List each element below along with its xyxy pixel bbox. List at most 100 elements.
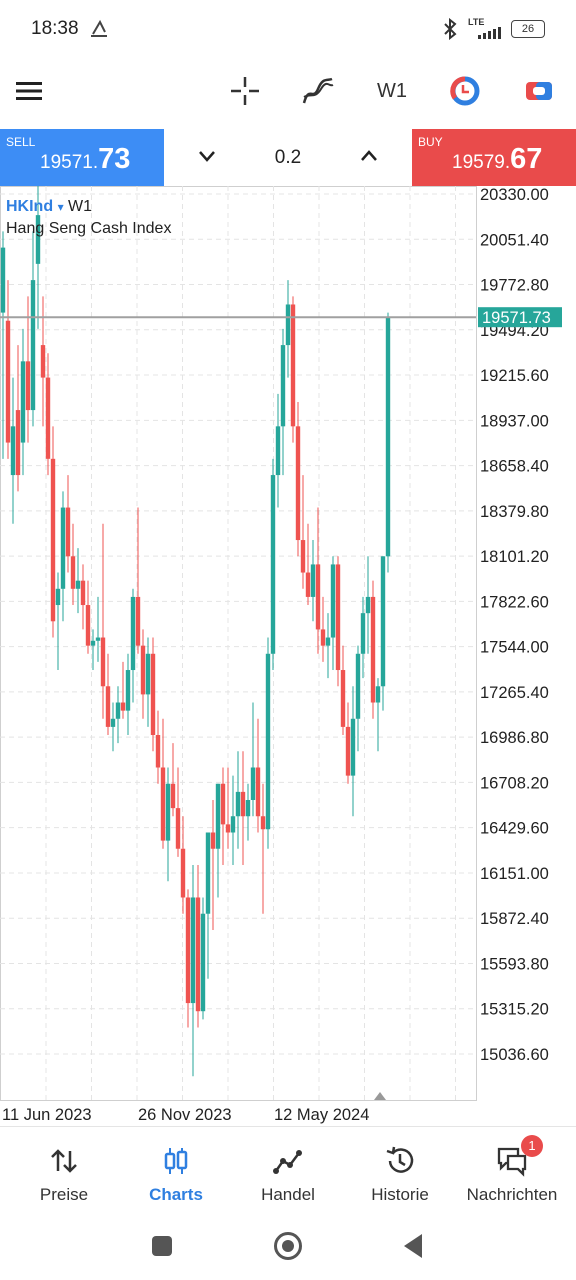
candle-body	[95, 637, 101, 641]
recents-button[interactable]	[152, 1236, 172, 1256]
back-button[interactable]	[400, 1232, 426, 1260]
candle-body	[220, 783, 226, 825]
nav-nachrichten[interactable]: 1 Nachrichten	[456, 1127, 568, 1217]
candle-body	[215, 783, 221, 849]
menu-button[interactable]	[10, 72, 48, 110]
candle-body	[250, 767, 256, 800]
candle-body	[235, 791, 241, 817]
crosshair-button[interactable]	[226, 72, 264, 110]
candle-body	[140, 645, 146, 695]
menu-icon	[16, 82, 42, 100]
nav-label-preise: Preise	[39, 1185, 89, 1204]
chart-symbol[interactable]: HKInd	[6, 198, 54, 215]
candle-body	[350, 718, 356, 776]
buy-price-small: 19579.	[452, 152, 511, 173]
chart-shift-marker	[374, 1092, 386, 1100]
bluetooth-icon	[444, 18, 457, 40]
x-tick-label: 26 Nov 2023	[138, 1106, 232, 1124]
candle-body	[30, 280, 36, 411]
trade-clock-icon	[450, 76, 480, 106]
nav-label-charts: Charts	[149, 1185, 203, 1204]
candle-body	[170, 783, 176, 809]
candle-body	[105, 686, 111, 727]
candle-body	[315, 564, 321, 630]
chat-icon	[497, 1147, 527, 1177]
candle-body	[355, 653, 361, 719]
y-tick-label: 20051.40	[480, 231, 549, 249]
candle-body	[290, 304, 296, 427]
y-tick-label: 17544.00	[480, 639, 549, 657]
candle-body	[300, 540, 306, 573]
chart-description: Hang Seng Cash Index	[6, 220, 172, 237]
candle-body	[345, 726, 351, 776]
y-tick-label: 17822.60	[480, 593, 549, 611]
account-button[interactable]	[520, 72, 558, 110]
crosshair-icon	[231, 77, 259, 105]
candlestick-chart[interactable]: 20330.0020051.4019772.8019494.2019215.60…	[0, 182, 576, 1126]
y-tick-label: 20330.00	[480, 186, 549, 204]
x-tick-label: 11 Jun 2023	[2, 1106, 92, 1124]
bottom-navigation: Preise Charts Handel Historie 1 Nachric	[0, 1126, 576, 1217]
candle-body	[160, 767, 166, 841]
price-chart[interactable]: 20330.00 20051.40 19772.80 19494.20 19215.60…	[0, 182, 576, 1126]
candle-body	[10, 426, 16, 476]
candle-body	[240, 791, 246, 817]
candle-body	[230, 816, 236, 833]
candle-body	[145, 653, 151, 695]
chart-header: HKInd ▾ W1	[6, 198, 92, 216]
candle-body	[70, 556, 76, 589]
buy-button[interactable]: BUY 19579.67	[412, 129, 576, 186]
candle-body	[195, 897, 201, 1012]
candle-body	[40, 345, 46, 378]
candle-body	[80, 580, 86, 606]
nav-label-handel: Handel	[261, 1185, 315, 1204]
indicators-button[interactable]	[298, 72, 338, 110]
candle-body	[35, 215, 41, 264]
candle-body	[255, 767, 261, 817]
sell-button[interactable]: SELL 19571.73	[0, 129, 164, 186]
candle-body	[130, 596, 136, 671]
candle-body	[150, 653, 156, 736]
volume-increase-button[interactable]	[360, 149, 378, 163]
history-icon	[386, 1146, 414, 1173]
volume-value[interactable]: 0.2	[274, 147, 302, 168]
candle-body	[285, 304, 291, 346]
buy-label: BUY	[418, 135, 443, 149]
battery-icon: 26	[511, 20, 545, 38]
nav-preise[interactable]: Preise	[8, 1127, 120, 1217]
last-price-tag	[478, 307, 562, 328]
volume-decrease-button[interactable]	[198, 149, 216, 163]
candle-body	[175, 808, 181, 849]
candle-body	[110, 718, 116, 727]
candle-body	[45, 377, 51, 459]
trade-button[interactable]	[446, 72, 484, 110]
sell-label: SELL	[6, 135, 36, 149]
y-tick-label: 15315.20	[480, 1001, 549, 1019]
candle-body	[20, 361, 26, 443]
one-click-trade-bar: SELL 19571.73 0.2 BUY 19579.67	[0, 129, 576, 187]
candle-body	[225, 824, 231, 833]
y-tick-label: 16429.60	[480, 820, 549, 838]
candle-body	[385, 317, 391, 557]
candle-body	[325, 637, 331, 646]
y-tick-label: 18379.80	[480, 503, 549, 521]
candle-body	[15, 410, 21, 476]
battery-level: 26	[521, 23, 535, 35]
candle-body	[375, 686, 381, 703]
nav-historie[interactable]: Historie	[344, 1127, 456, 1217]
home-button[interactable]	[274, 1232, 302, 1260]
trend-icon	[273, 1150, 302, 1174]
nav-handel[interactable]: Handel	[232, 1127, 344, 1217]
symbol-dropdown-icon[interactable]: ▾	[57, 200, 64, 214]
candle-body	[310, 564, 316, 597]
candle-body	[270, 475, 276, 654]
candle-body	[275, 426, 281, 476]
sell-price-big: 73	[98, 143, 131, 175]
candle-body	[125, 670, 131, 711]
candle-body	[305, 572, 311, 597]
y-tick-label: 18937.00	[480, 412, 549, 430]
timeframe-button[interactable]: W1	[377, 79, 407, 102]
candle-body	[335, 564, 341, 671]
nav-charts[interactable]: Charts	[120, 1127, 232, 1217]
candle-body	[180, 848, 186, 898]
